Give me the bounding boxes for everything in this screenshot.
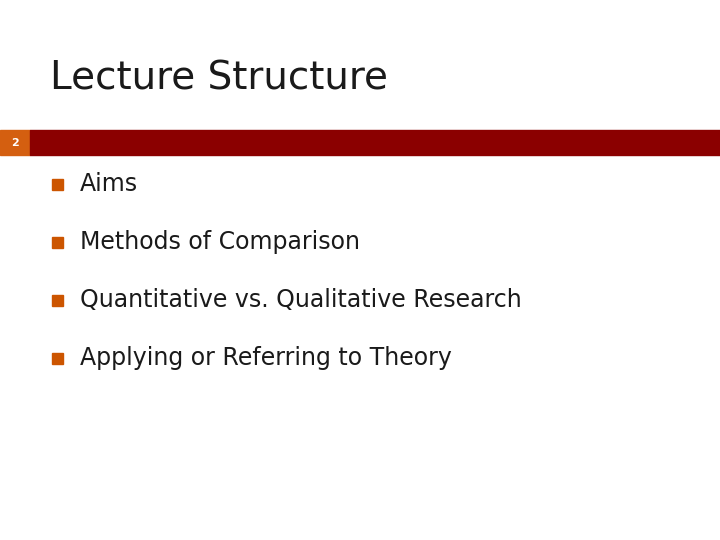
- Bar: [52, 179, 63, 190]
- Bar: [52, 295, 63, 306]
- Text: Methods of Comparison: Methods of Comparison: [80, 230, 360, 254]
- Text: Aims: Aims: [80, 172, 138, 196]
- Bar: [52, 237, 63, 248]
- Bar: [52, 353, 63, 364]
- Text: 2: 2: [11, 138, 19, 147]
- Text: Quantitative vs. Qualitative Research: Quantitative vs. Qualitative Research: [80, 288, 522, 312]
- Text: Applying or Referring to Theory: Applying or Referring to Theory: [80, 346, 452, 370]
- Bar: [0, 130, 30, 155]
- Text: Lecture Structure: Lecture Structure: [50, 60, 388, 98]
- Bar: [30, 130, 720, 155]
